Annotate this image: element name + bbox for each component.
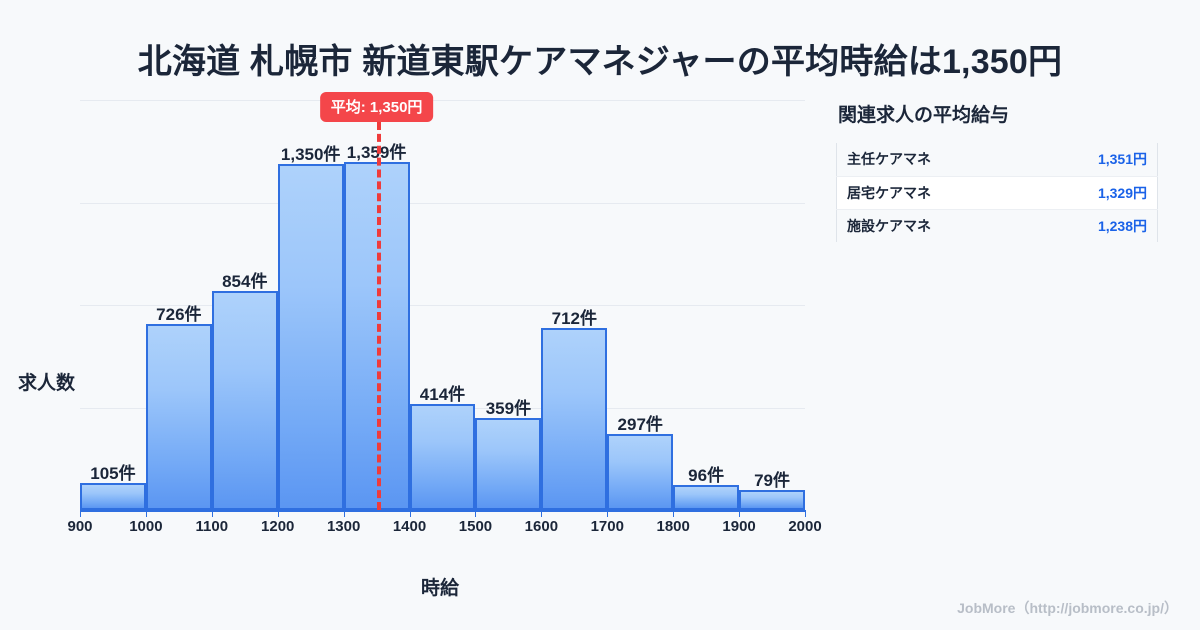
bar-value-label: 96件 (688, 466, 725, 486)
histogram-bar (409, 403, 476, 510)
gridline (80, 305, 805, 306)
bar-value-label: 1,359件 (346, 142, 407, 162)
gridline (80, 202, 805, 204)
x-tick-label: 900 (67, 518, 93, 535)
bar-value-label: 297件 (617, 414, 663, 434)
x-axis-title: 時給 (420, 578, 459, 599)
bar-value-label: 854件 (222, 272, 268, 292)
plot-area: 105件 726件 854件 1,350件 1,359件 414件 359件 712件 297件… (67, 92, 822, 535)
bar-value-label: 726件 (156, 304, 202, 324)
x-tick-label: 1800 (656, 518, 690, 535)
x-tick-label: 1900 (722, 518, 756, 535)
page-title: 北海道 札幌市 新道東駅ケアマネジャーの平均時給は1,350円 (137, 43, 1063, 81)
x-tick-mark (541, 510, 543, 517)
bar-value-label: 359件 (485, 399, 532, 418)
x-tick-mark (805, 510, 806, 517)
x-tick-mark (673, 510, 675, 517)
related-salary-table: 主任ケアマネ 1,351円 居宅ケアマネ 1,329円施設ケアマネ 1,238円 (836, 143, 1158, 242)
source-watermark: JobMore（http://jobmore.co.jp/） (957, 600, 1178, 616)
x-tick-mark (211, 510, 213, 517)
x-tick-label: 1600 (524, 518, 559, 535)
histogram-bar (607, 433, 674, 510)
x-tick-label: 1000 (129, 518, 163, 535)
histogram-bar (673, 485, 740, 510)
x-tick-label: 1400 (392, 518, 427, 535)
table-row: 主任ケアマネ 1,351円 (836, 143, 1158, 177)
histogram-bar (145, 323, 212, 510)
table-row: 居宅ケアマネ 1,329円 (836, 176, 1158, 210)
histogram-chart: 求人数 105件 726件 854件 1,350件 1,359件 414件 359件 712件… (0, 90, 830, 600)
x-tick-mark (475, 510, 477, 517)
histogram-bar (277, 164, 344, 510)
related-job-name: 施設ケアマネ (847, 217, 931, 234)
histogram-bar (80, 483, 146, 510)
x-axis-line (80, 510, 805, 512)
related-job-salary: 1,329円 (1029, 176, 1158, 210)
average-badge: 平均: 1,350円 (319, 92, 434, 122)
table-row: 施設ケアマネ 1,238円 (836, 209, 1158, 242)
related-job-name: 居宅ケアマネ (836, 176, 1030, 210)
x-tick-mark (409, 510, 411, 517)
y-axis-title: 求人数 (18, 373, 76, 394)
x-tick-label: 1100 (195, 518, 229, 535)
histogram-bar (739, 489, 805, 510)
x-tick-label: 1500 (458, 518, 493, 535)
related-salary-title: 関連求人の平均給与 (838, 105, 1010, 126)
bar-value-label: 1,350件 (280, 145, 341, 165)
x-tick-mark (277, 510, 279, 517)
related-job-salary: 1,351円 (1029, 143, 1158, 177)
gridline (80, 100, 805, 101)
x-tick-label: 1300 (326, 518, 361, 535)
bar-value-label: 712件 (551, 308, 597, 328)
x-tick-label: 2000 (788, 518, 822, 535)
related-salary-panel: 関連求人の平均給与 主任ケアマネ 1,351円 居宅ケアマネ 1,329円 施設ケアマネ… (836, 100, 1176, 242)
bar-value-label: 79件 (754, 470, 790, 490)
x-tick-label: 1200 (261, 518, 295, 535)
average-line (376, 122, 381, 510)
x-tick-mark (607, 510, 609, 517)
histogram-bar (211, 291, 278, 510)
x-tick-mark (343, 510, 345, 517)
bar-value-label: 105件 (90, 464, 136, 484)
related-job-salary: 1,238円 (1097, 217, 1147, 234)
histogram-bar (541, 327, 608, 510)
related-job-name: 主任ケアマネ (836, 143, 1030, 177)
x-tick-label: 1700 (590, 518, 624, 535)
x-tick-mark (80, 510, 81, 517)
x-tick-mark (145, 510, 147, 517)
x-tick-mark (739, 510, 741, 517)
bar-value-label: 414件 (419, 384, 466, 404)
histogram-bar (475, 418, 542, 510)
